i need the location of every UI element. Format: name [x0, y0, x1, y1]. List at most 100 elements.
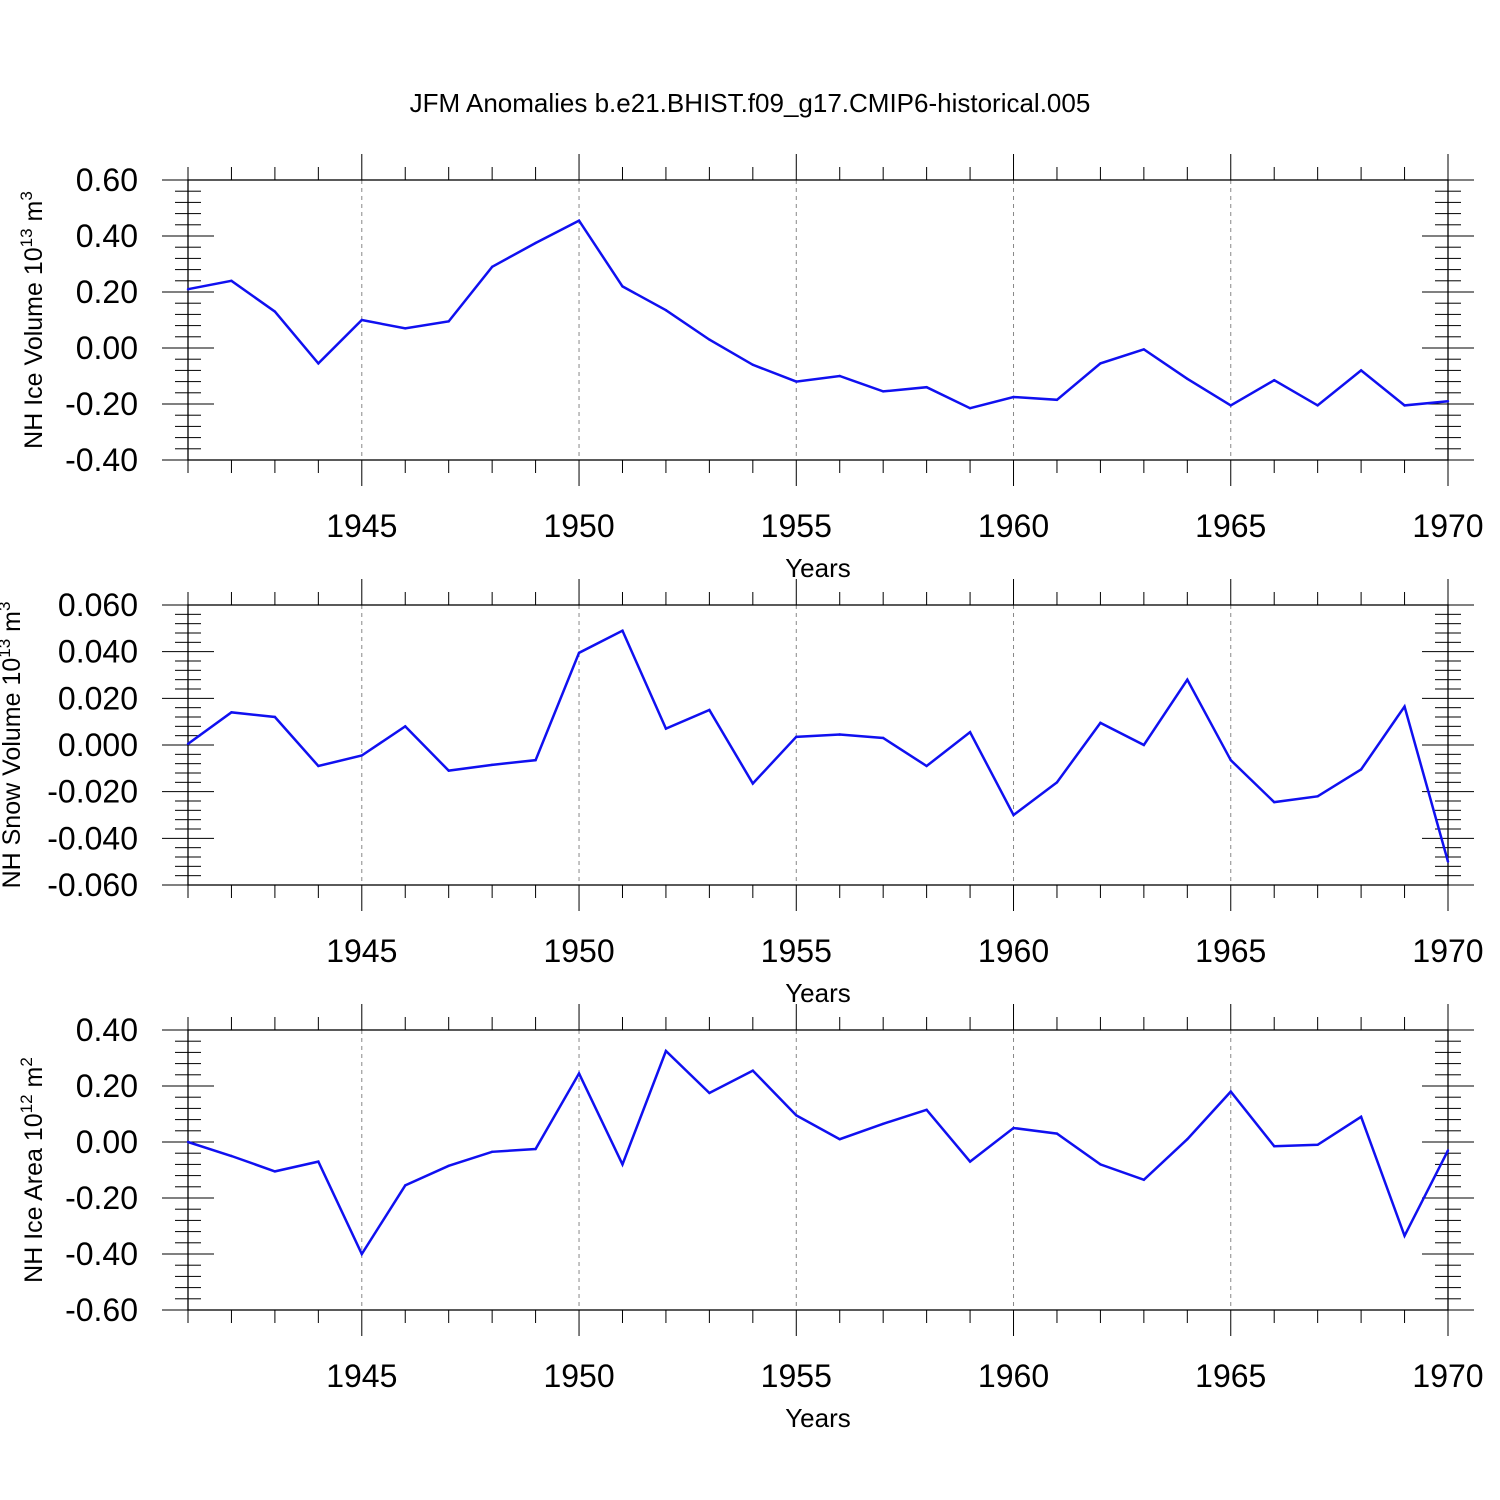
panel-2-ytick-label: 0.020 — [58, 680, 138, 716]
panel-2-data-point — [1055, 781, 1059, 784]
panel-2-data-point — [838, 733, 841, 736]
panel-3-data-point — [317, 1160, 320, 1163]
panel-3-data-point — [1446, 1149, 1450, 1152]
panel-2-series-line — [187, 628, 1450, 863]
panel-1-xtick-label: 1960 — [978, 508, 1049, 544]
chart-title: JFM Anomalies b.e21.BHIST.f09_g17.CMIP6-… — [409, 88, 1091, 118]
panel-3-xtick-label: 1945 — [326, 1358, 397, 1394]
panel-3-data-point — [751, 1069, 755, 1072]
panel-3-data-point — [1142, 1178, 1146, 1182]
panel-1-data-point — [1055, 398, 1059, 401]
panel-3-series-line — [187, 1048, 1450, 1257]
panel-2-data-point — [577, 651, 581, 655]
panel-3-data-point — [1099, 1163, 1102, 1166]
panel-3-frame — [187, 1029, 1449, 1311]
panel-1-data-point — [925, 386, 928, 389]
panel-1-data-point — [1316, 404, 1319, 407]
panel-1-xtick-label: 1955 — [761, 508, 832, 544]
panel-3-ytick-label: -0.20 — [65, 1180, 138, 1216]
panel-2-ytick-label: -0.060 — [47, 867, 138, 903]
panel-2-xtick-label: 1965 — [1195, 933, 1266, 969]
panel-3-data-point — [447, 1164, 450, 1168]
panel-2-data-point — [186, 742, 190, 746]
panel-3-data-point — [1055, 1132, 1059, 1135]
panel-2-xtick-label: 1950 — [543, 933, 614, 969]
panel-2-data-point — [881, 736, 885, 740]
panel-2-data-point — [1012, 813, 1015, 817]
panel-1-data-point — [534, 241, 537, 245]
panel-1-data-point — [447, 320, 450, 323]
panel-2-data-point — [664, 727, 668, 730]
panel-1-frame — [187, 179, 1449, 461]
panel-3-data-point — [664, 1049, 668, 1053]
panel-2-data-point — [621, 629, 624, 632]
panel-1-data-point — [404, 327, 407, 330]
panel-1-ytick-label: -0.40 — [65, 442, 138, 478]
panel-3-data-point — [1012, 1126, 1015, 1130]
panel-1-xtick-label: 1950 — [543, 508, 614, 544]
panel-3-data-point — [621, 1163, 624, 1166]
panel-3-data-point — [925, 1108, 928, 1112]
panel-1-ytick-label: 0.00 — [76, 330, 138, 366]
panel-3-ytick-label: -0.60 — [65, 1292, 138, 1328]
panel-1-data-point — [1359, 369, 1363, 372]
panel-1-ytick-label: -0.20 — [65, 386, 138, 422]
panel-3-data-point — [795, 1114, 798, 1117]
panel-3-data-point — [230, 1154, 233, 1158]
panel-3-xtick-label: 1955 — [761, 1358, 832, 1394]
panel-3-data-point — [1359, 1115, 1363, 1119]
panel-1-data-point — [1012, 395, 1015, 399]
panel-1-data-point — [1142, 348, 1146, 351]
panel-3-data-point — [186, 1140, 190, 1144]
panel-3-xlabel: Years — [785, 1403, 851, 1433]
panel-1-ylabel: NH Ice Volume 1013 m3 — [17, 191, 48, 449]
panel-1-data-point — [1446, 400, 1450, 403]
panel-2-xtick-label: 1955 — [761, 933, 832, 969]
panel-1-data-point — [1229, 404, 1232, 407]
panel-2-ytick-label: 0.040 — [58, 634, 138, 670]
panel-1-data-point — [751, 363, 755, 366]
panel-2-ytick-label: 0.060 — [58, 587, 138, 623]
panel-1-data-point — [577, 219, 581, 222]
panel-2-data-point — [404, 725, 407, 728]
panel-2-data-point — [1099, 721, 1102, 725]
panel-2-data-point — [534, 758, 537, 762]
panel-2-data-point — [751, 782, 755, 785]
panel-2-data-point — [1142, 743, 1146, 747]
panel-1-xtick-label: 1970 — [1412, 508, 1483, 544]
panel-1-data-point — [490, 265, 494, 268]
panel-1-xtick-label: 1945 — [326, 508, 397, 544]
panel-2-data-point — [1403, 705, 1406, 708]
panel-1-data-point — [317, 362, 320, 365]
panel-3-ytick-label: 0.20 — [76, 1068, 138, 1104]
panel-1-data-point — [1403, 404, 1406, 407]
panel-3-data-point — [534, 1147, 537, 1151]
panel-1-ytick-label: 0.60 — [76, 162, 138, 198]
panel-2-data-point — [317, 764, 320, 768]
panel-3-data-point — [1316, 1143, 1319, 1147]
panel-2-data-point — [1186, 678, 1189, 681]
panel-3-data-point — [968, 1160, 972, 1163]
panel-3-data-point — [273, 1170, 277, 1173]
panel-3-xtick-label: 1960 — [978, 1358, 1049, 1394]
panel-2-data-point — [1446, 860, 1450, 863]
panel-3-data-point — [577, 1072, 581, 1075]
panel-3-data-point — [360, 1252, 363, 1256]
panel-1-ytick-label: 0.40 — [76, 218, 138, 254]
panel-1-data-point — [230, 279, 233, 282]
panel-3-data-point — [490, 1150, 494, 1154]
panel-3-ytick-label: -0.40 — [65, 1236, 138, 1272]
panel-1-data-point — [708, 338, 711, 341]
panel-2-xlabel: Years — [785, 978, 851, 1008]
panel-1-data-point — [881, 390, 885, 393]
panel-2-xtick-label: 1960 — [978, 933, 1049, 969]
panel-2-xtick-label: 1970 — [1412, 933, 1483, 969]
panel-2-data-point — [230, 711, 233, 714]
panel-3-data-point — [838, 1138, 841, 1141]
panel-2-data-point — [1273, 800, 1276, 804]
panel-2-ytick-label: 0.000 — [58, 727, 138, 763]
panel-2-ylabel: NH Snow Volume 1013 m3 — [0, 602, 26, 889]
panel-2-data-point — [1229, 758, 1232, 762]
panel-2-data-point — [447, 769, 450, 772]
